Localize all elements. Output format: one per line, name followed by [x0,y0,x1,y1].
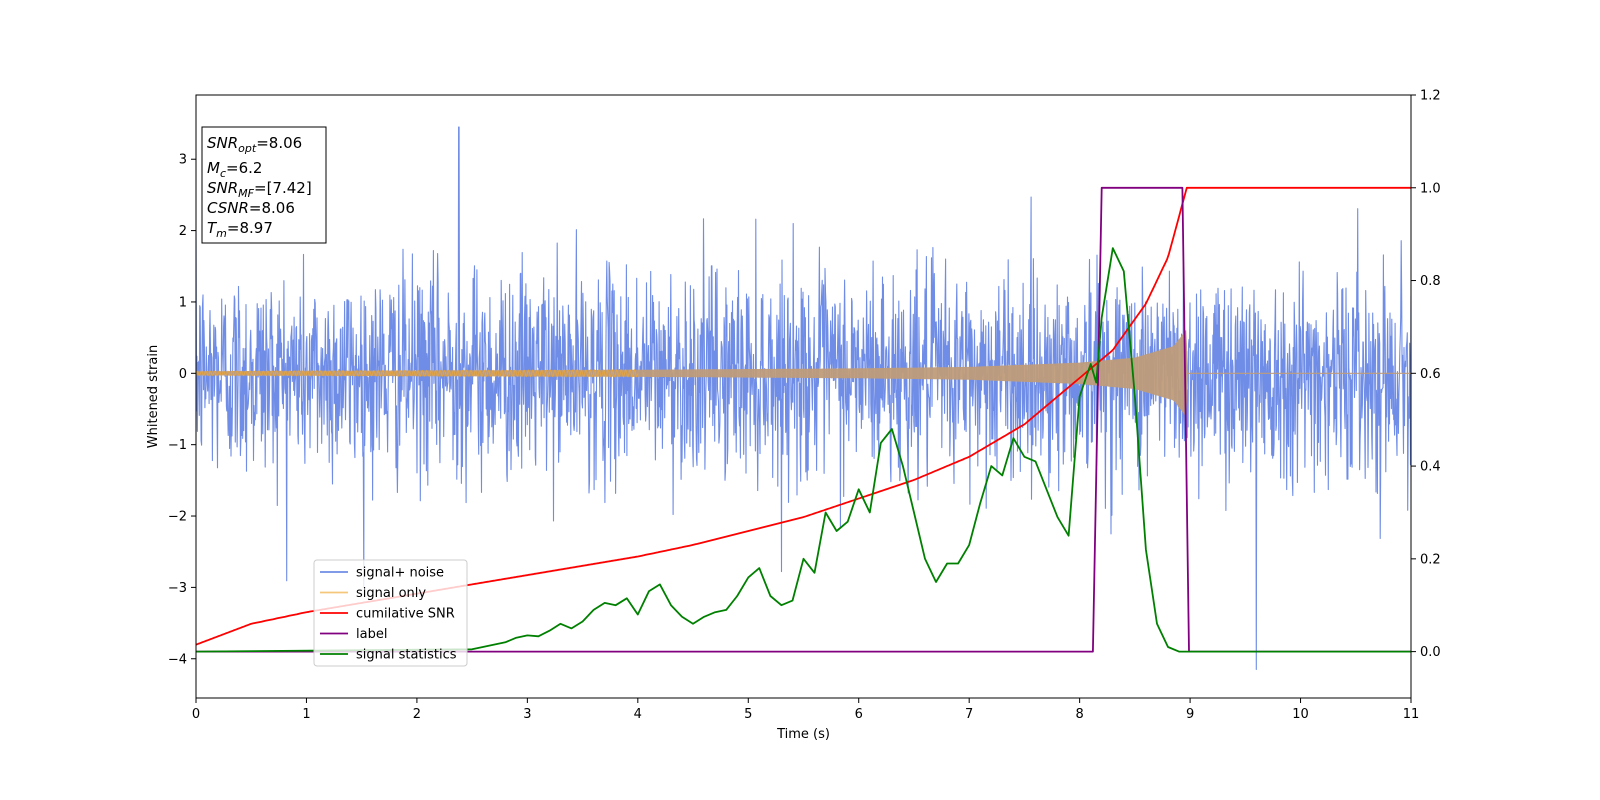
legend-item-label: signal+ noise [356,566,444,581]
x-tick-label: 10 [1292,707,1309,722]
y2-tick-label: 0.2 [1420,552,1441,567]
x-tick-label: 1 [302,707,310,722]
plot-area [196,126,1411,671]
y2-tick-label: 0.4 [1420,460,1441,475]
axes-frame [195,94,1412,699]
y-tick-label: −2 [168,510,187,525]
csnr-text: CSNR=8.06 [207,199,295,217]
mc-text: Mc=6.2 [207,159,262,180]
legend-item-label: signal only [356,586,426,601]
series-signal-only-wave [196,368,639,378]
x-tick-label: 0 [192,707,200,722]
y-tick-label: −3 [168,581,187,596]
series-signal-statistics [196,247,1411,653]
x-tick-label: 8 [1075,707,1083,722]
y-tick-label: −4 [168,652,187,667]
series-signal-noise [196,126,1411,671]
legend: signal+ noise signal only cumilative SNR la… [313,559,468,667]
y-tick-label: 2 [179,224,187,239]
annotation-frame [201,126,327,244]
legend-item-label: cumilative SNR [356,607,455,622]
y-tick-label: 1 [179,295,187,310]
metrics-annotation-box: SNRopt=8.06 Mc=6.2 SNRMF=[7.42] CSNR=8.0… [201,126,327,244]
x-tick-label: 11 [1403,707,1420,722]
y2-tick-label: 1.2 [1420,89,1441,104]
y-axis-label: Whitened strain [146,345,161,448]
legend-item-label: label [356,627,387,642]
y-tick-label: 3 [179,153,187,168]
y-tick-label: 0 [179,367,187,382]
snr-mf-text: SNRMF=[7.42] [207,179,312,200]
legend-item-label: signal statistics [356,648,457,663]
x-tick-label: 9 [1186,707,1194,722]
y2-tick-label: 0.6 [1420,367,1441,382]
series-signal-only-envelope [196,329,1411,417]
snr-opt-text: SNRopt=8.06 [207,134,302,155]
x-tick-label: 6 [855,707,863,722]
tm-text: Tm=8.97 [207,219,273,240]
x-axis-label: Time (s) [776,727,830,742]
x-tick-label: 3 [523,707,531,722]
axis-ticks: 0 1 2 3 4 5 6 7 8 9 10 113210−1−2−3−41.21.00.80.60.… [168,89,1441,723]
x-tick-label: 7 [965,707,973,722]
x-tick-label: 4 [634,707,642,722]
legend-frame [313,559,468,667]
y-tick-label: −1 [168,438,187,453]
x-tick-label: 2 [413,707,421,722]
y2-tick-label: 0.8 [1420,274,1441,289]
x-tick-label: 5 [744,707,752,722]
y2-tick-label: 0.0 [1420,645,1441,660]
y2-tick-label: 1.0 [1420,181,1441,196]
